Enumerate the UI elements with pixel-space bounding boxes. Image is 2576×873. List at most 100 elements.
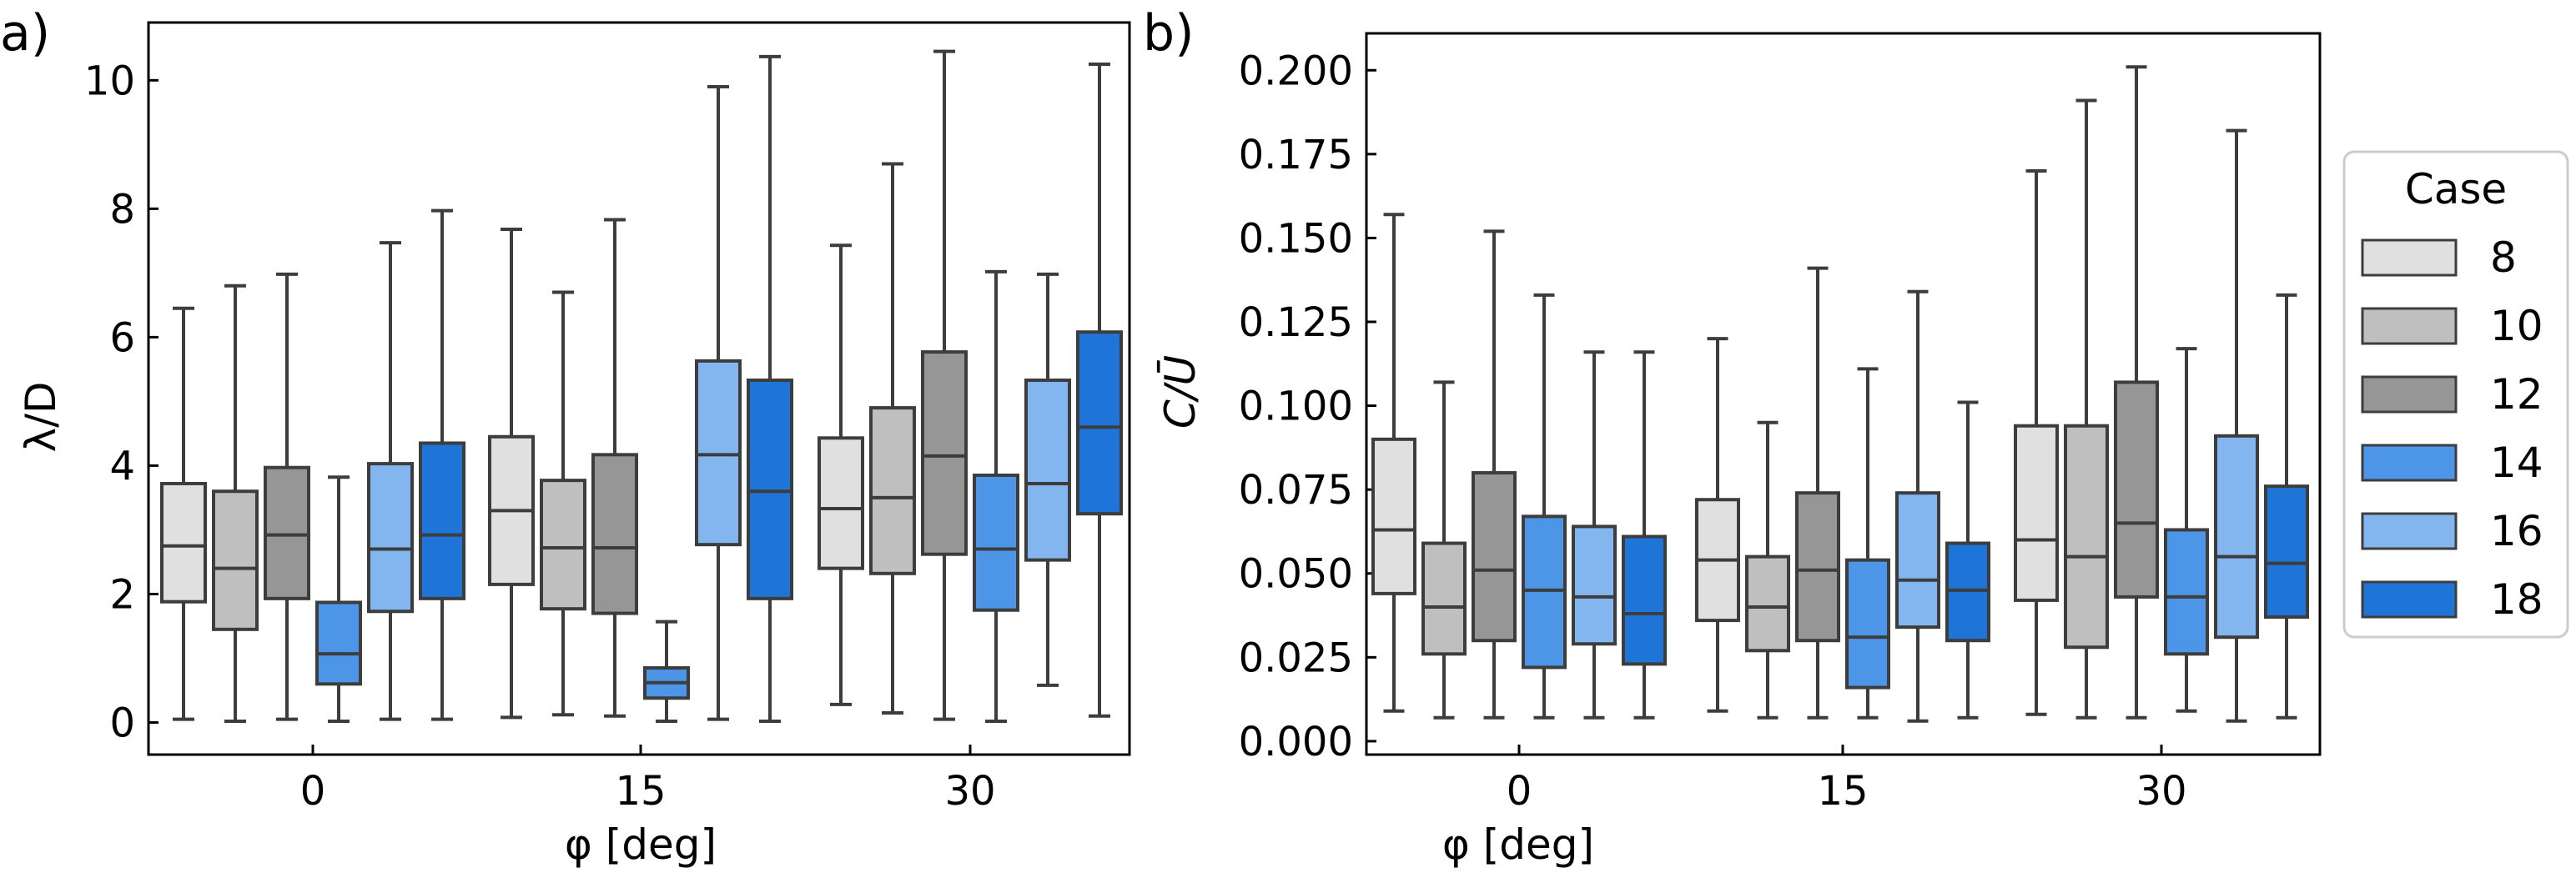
box-iqr [747,378,793,600]
box-case-18-phi-15 [1945,400,1990,720]
box-iqr [2064,424,2109,650]
panel-b-y-axis-label: C/Ū [1156,355,1205,429]
box-iqr [2164,528,2209,656]
box-iqr [818,436,864,570]
panel-b-plot-area: 0.000 0.025 0.050 0.075 0.100 0.125 0.150 0.175… [1239,32,2322,815]
box-case-18-phi-0 [419,208,465,721]
box-iqr [212,489,259,631]
panel-a-plot-area: 0 2 4 6 8 10 0 15 30 [84,21,1131,815]
y-tick-label: 0.000 [1239,719,1353,765]
panel-a-chart: a) λ/D φ [deg] 0 2 4 6 8 10 0 15 30 [0,4,1131,869]
box-case-16-phi-30 [1024,272,1071,687]
box-case-16-phi-30 [2214,128,2259,723]
box-iqr [1076,330,1123,516]
box-case-12-phi-0 [1472,229,1517,720]
box-case-8-phi-15 [1695,337,1740,713]
box-case-14-phi-30 [2164,347,2209,713]
legend-label: 10 [2490,302,2543,350]
panel-b-chart: b) C/Ū φ [deg] 0.000 0.025 0.050 0.075 0.100… [1143,4,2322,869]
box-case-10-phi-0 [212,283,259,723]
box-case-8-phi-30 [2014,168,2059,716]
box-case-18-phi-15 [747,54,793,723]
box-iqr [1795,491,1840,643]
x-tick-label: 0 [300,768,326,815]
box-case-10-phi-0 [1421,380,1467,720]
box-iqr [1895,491,1940,630]
legend-title: Case [2405,165,2507,213]
box-iqr [1945,541,1990,643]
legend-label: 8 [2490,233,2517,282]
box-iqr [1572,524,1617,646]
box-iqr [1024,378,1071,562]
box-iqr [419,441,465,600]
y-tick-label: 2 [109,571,135,618]
box-iqr [1622,534,1667,666]
box-case-12-phi-15 [591,218,638,718]
x-tick-label: 15 [615,768,666,815]
y-tick-label: 0.200 [1239,48,1353,94]
y-tick-label: 0.100 [1239,384,1353,430]
y-tick-label: 0.075 [1239,467,1353,514]
y-tick-label: 0.150 [1239,215,1353,262]
legend-swatch [2361,580,2458,619]
panel-a-label: a) [0,4,50,63]
y-tick-label: 8 [109,186,135,233]
box-case-16-phi-0 [1572,350,1617,720]
box-case-8-phi-0 [160,306,207,721]
box-iqr [869,406,916,575]
y-tick-label: 0.050 [1239,551,1353,598]
y-tick-label: 10 [84,58,135,104]
box-iqr [2214,434,2259,640]
legend-swatch [2361,512,2458,550]
box-iqr [921,350,968,556]
box-iqr [160,481,207,604]
legend-swatch [2361,238,2458,277]
legend-entry-12: 12 [2361,370,2543,419]
box-case-14-phi-15 [1845,367,1890,720]
legend-label: 18 [2490,575,2543,624]
legend-label: 14 [2490,439,2543,487]
y-tick-label: 4 [109,443,135,489]
box-case-8-phi-0 [1371,213,1416,713]
box-iqr [1371,437,1416,595]
box-iqr [695,359,742,547]
box-case-16-phi-15 [1895,289,1940,723]
box-case-16-phi-15 [695,85,742,721]
box-iqr [367,462,414,614]
box-case-14-phi-30 [973,269,1019,723]
box-iqr [264,465,310,600]
panel-b-label: b) [1143,4,1195,63]
legend-entry-18: 18 [2361,575,2543,624]
box-iqr [540,479,586,611]
legend-label: 16 [2490,507,2543,555]
legend-entry-16: 16 [2361,507,2543,555]
legend-entry-14: 14 [2361,439,2543,487]
legend-swatch [2361,444,2458,482]
y-tick-label: 0.125 [1239,299,1353,346]
box-iqr [2264,484,2309,620]
box-case-14-phi-0 [315,475,362,723]
box-case-10-phi-30 [2064,98,2109,720]
box-iqr [1522,514,1567,670]
box-iqr [2114,380,2159,599]
box-case-18-phi-0 [1622,350,1667,720]
panel-a-y-axis-label: λ/D [17,382,65,453]
box-case-12-phi-30 [2114,65,2159,720]
legend-swatch [2361,375,2458,414]
box-case-18-phi-30 [2264,293,2309,720]
y-tick-label: 0.175 [1239,132,1353,178]
legend-entry-8: 8 [2361,233,2517,282]
panel-a-x-axis-label: φ [deg] [565,820,717,869]
plot-frame [147,21,1131,756]
box-iqr [973,473,1019,612]
box-case-10-phi-15 [540,290,586,717]
box-case-12-phi-30 [921,49,968,721]
box-case-12-phi-0 [264,272,310,721]
box-case-12-phi-15 [1795,266,1840,720]
x-tick-label: 0 [1507,768,1532,815]
box-iqr [315,600,362,686]
y-tick-label: 6 [109,314,135,361]
legend-swatch [2361,307,2458,345]
x-tick-label: 15 [1817,768,1868,815]
legend-entries: 8 10 12 14 16 18 [2361,233,2543,624]
